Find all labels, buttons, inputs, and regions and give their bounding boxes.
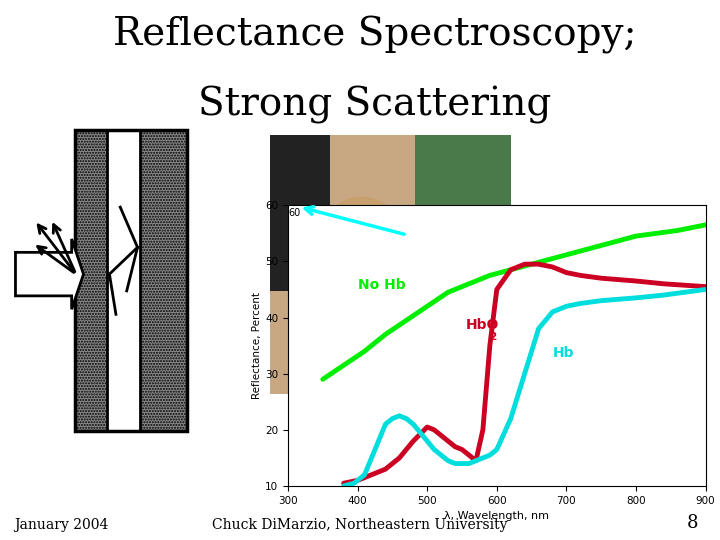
- Y-axis label: Reflectance, Percent: Reflectance, Percent: [253, 292, 262, 399]
- Text: No Hb: No Hb: [358, 279, 405, 293]
- Text: Chuck DiMarzio, Northeastern University: Chuck DiMarzio, Northeastern University: [212, 518, 508, 532]
- Text: January 2004: January 2004: [14, 518, 109, 532]
- Bar: [75, 130, 187, 431]
- X-axis label: λ, Wavelength, nm: λ, Wavelength, nm: [444, 511, 549, 521]
- Text: 8: 8: [687, 514, 698, 532]
- Text: Strong Scattering: Strong Scattering: [198, 86, 551, 124]
- FancyArrow shape: [15, 239, 84, 309]
- Bar: [140, 130, 187, 431]
- Text: 60: 60: [288, 208, 300, 218]
- Circle shape: [318, 197, 405, 291]
- Bar: [294, 303, 463, 394]
- Text: Hb: Hb: [552, 346, 574, 360]
- Text: Reflectance Spectroscopy;: Reflectance Spectroscopy;: [112, 16, 636, 54]
- Bar: [75, 130, 107, 431]
- Text: HbO: HbO: [466, 318, 499, 332]
- Text: 2: 2: [489, 332, 496, 342]
- Bar: [415, 135, 511, 316]
- Bar: [270, 135, 330, 291]
